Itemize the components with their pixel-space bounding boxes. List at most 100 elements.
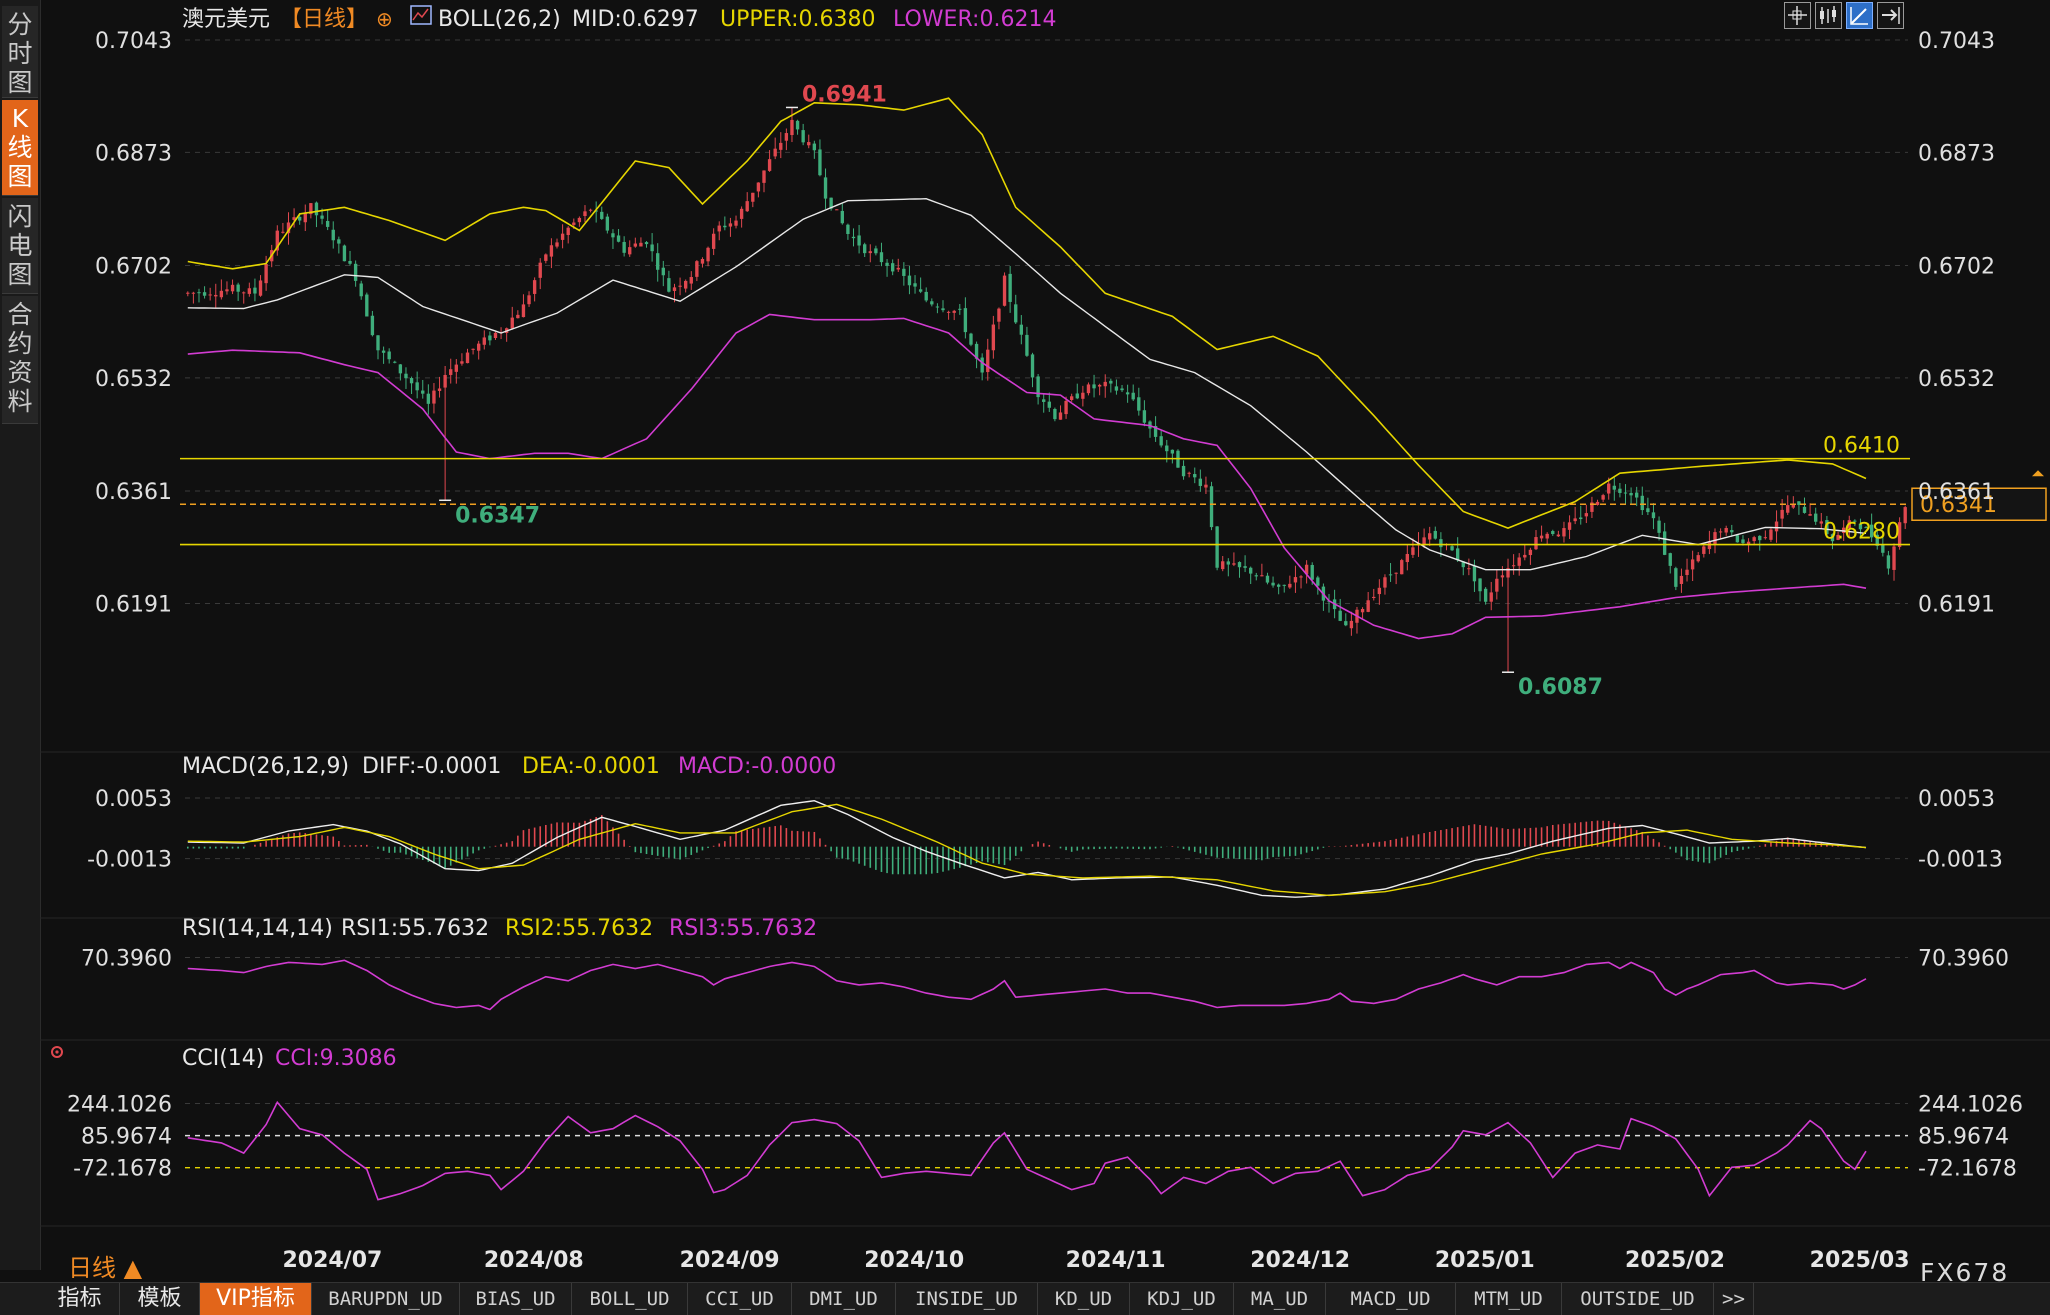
candle[interactable] — [258, 280, 263, 296]
candle[interactable] — [773, 148, 777, 157]
candle[interactable] — [633, 243, 638, 247]
candle[interactable] — [409, 378, 414, 384]
candle[interactable] — [1198, 478, 1203, 486]
candle[interactable] — [700, 259, 705, 264]
candle[interactable] — [381, 350, 386, 353]
candle[interactable] — [711, 233, 716, 249]
chart-area[interactable]: 0.6410 0.6280 0.6941 0.6347 0.6087 0.6341 0.7… — [40, 0, 2050, 1280]
candle[interactable] — [801, 130, 805, 143]
candle[interactable] — [1237, 562, 1242, 568]
candle[interactable] — [1226, 561, 1230, 565]
candle[interactable] — [1204, 484, 1208, 488]
candle[interactable] — [868, 251, 872, 254]
more-tabs-button[interactable]: >> — [1714, 1283, 1754, 1315]
candle[interactable] — [264, 264, 268, 284]
candle[interactable] — [1450, 546, 1454, 551]
candle[interactable] — [678, 285, 682, 287]
candle[interactable] — [890, 263, 895, 272]
candle[interactable] — [835, 209, 839, 211]
candle[interactable] — [560, 233, 565, 240]
candle[interactable] — [1165, 445, 1169, 452]
candle[interactable] — [969, 333, 973, 345]
candle[interactable] — [415, 382, 419, 391]
candle[interactable] — [639, 242, 643, 247]
candle[interactable] — [1662, 531, 1667, 555]
candle[interactable] — [1897, 522, 1902, 547]
candle[interactable] — [1567, 522, 1572, 530]
draw-line-icon[interactable] — [1846, 2, 1873, 29]
candle[interactable] — [421, 390, 425, 394]
candle[interactable] — [1293, 577, 1298, 583]
candle[interactable] — [1825, 520, 1829, 535]
candle[interactable] — [784, 133, 789, 141]
candle[interactable] — [790, 119, 794, 136]
candle[interactable] — [337, 239, 341, 244]
candle[interactable] — [1713, 532, 1717, 545]
candles-icon[interactable] — [1815, 2, 1842, 29]
candle[interactable] — [577, 217, 582, 223]
candle[interactable] — [1635, 492, 1639, 498]
candle[interactable] — [387, 351, 391, 360]
candle[interactable] — [1058, 412, 1063, 420]
candle[interactable] — [1506, 568, 1510, 578]
candle[interactable] — [348, 260, 352, 264]
candle[interactable] — [941, 308, 945, 311]
candle[interactable] — [1791, 504, 1795, 508]
candle[interactable] — [913, 283, 917, 287]
candle[interactable] — [611, 233, 615, 238]
tab-outside-ud[interactable]: OUTSIDE_UD — [1562, 1283, 1714, 1315]
tab-indicators[interactable]: 指标 — [40, 1283, 120, 1315]
candle[interactable] — [510, 317, 514, 329]
candle[interactable] — [896, 267, 900, 270]
candle[interactable] — [1853, 520, 1857, 522]
candle[interactable] — [1243, 566, 1247, 568]
candle[interactable] — [516, 314, 520, 319]
candle[interactable] — [1847, 520, 1851, 529]
candle[interactable] — [320, 215, 324, 219]
candle[interactable] — [1797, 501, 1801, 505]
candle[interactable] — [1830, 534, 1835, 542]
candle[interactable] — [1360, 608, 1365, 613]
candle[interactable] — [370, 315, 375, 336]
candle[interactable] — [331, 229, 335, 241]
candle[interactable] — [807, 142, 811, 146]
candle[interactable] — [1511, 565, 1516, 567]
candle[interactable] — [1528, 549, 1533, 556]
candle[interactable] — [1064, 400, 1068, 415]
candle[interactable] — [795, 120, 800, 130]
candle[interactable] — [1388, 574, 1393, 576]
candle[interactable] — [767, 159, 772, 171]
candle[interactable] — [1483, 588, 1488, 602]
candle[interactable] — [840, 210, 844, 224]
candle[interactable] — [1679, 575, 1684, 584]
candle[interactable] — [1623, 492, 1628, 494]
candle[interactable] — [1288, 583, 1292, 588]
candle[interactable] — [1265, 575, 1270, 583]
candle[interactable] — [818, 149, 822, 176]
candle[interactable] — [1746, 541, 1751, 545]
candle[interactable] — [242, 292, 246, 294]
candle[interactable] — [583, 211, 587, 216]
candle[interactable] — [1221, 561, 1225, 570]
candle[interactable] — [924, 291, 928, 301]
candle[interactable] — [1081, 392, 1085, 399]
tab-contract-info[interactable]: 合约资料 — [2, 296, 38, 424]
tab-ma-ud[interactable]: MA_UD — [1234, 1283, 1326, 1315]
candle[interactable] — [717, 225, 721, 232]
candle[interactable] — [309, 203, 313, 215]
candle[interactable] — [1047, 401, 1051, 408]
candle[interactable] — [1282, 584, 1286, 586]
candle[interactable] — [191, 292, 196, 294]
candle[interactable] — [958, 308, 962, 310]
candle[interactable] — [728, 223, 733, 227]
candle[interactable] — [963, 308, 968, 333]
boll-chart-icon[interactable] — [410, 5, 432, 25]
candle[interactable] — [493, 332, 498, 339]
candle[interactable] — [823, 177, 828, 199]
candle[interactable] — [1215, 526, 1219, 568]
candle[interactable] — [885, 262, 889, 266]
candle[interactable] — [1629, 492, 1633, 496]
candle[interactable] — [1304, 564, 1309, 575]
candle[interactable] — [214, 294, 218, 297]
candle[interactable] — [605, 216, 610, 231]
